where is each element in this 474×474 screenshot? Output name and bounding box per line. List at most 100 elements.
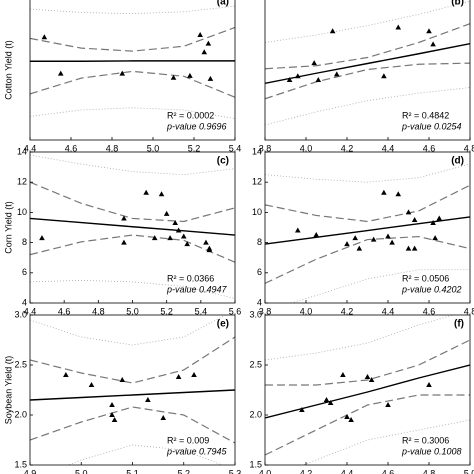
confidence-band — [30, 26, 235, 52]
data-point — [206, 247, 213, 253]
r-squared: R² = 0.009 — [167, 435, 209, 445]
x-tick-label: 4.0 — [300, 306, 313, 316]
data-point — [158, 191, 165, 197]
prediction-band — [265, 87, 470, 126]
data-point — [88, 382, 95, 387]
x-tick-label: 5.4 — [195, 306, 208, 316]
confidence-band — [265, 62, 470, 100]
data-point — [205, 40, 212, 46]
x-tick-label: 4.2 — [341, 306, 354, 316]
confidence-band — [30, 234, 235, 263]
y-tick-label: 2.0 — [249, 409, 262, 419]
data-point — [368, 377, 375, 382]
plot-frame — [264, 151, 471, 304]
data-point — [426, 28, 432, 34]
confidence-band — [265, 235, 470, 284]
data-point — [109, 402, 115, 407]
confidence-band — [265, 23, 470, 70]
y-tick-label: 2.5 — [249, 359, 262, 369]
data-point — [109, 412, 115, 417]
data-point — [167, 235, 173, 241]
y-tick-label: 10 — [17, 207, 27, 217]
data-point — [172, 219, 179, 225]
prediction-band — [30, 315, 227, 346]
y-tick-label: 1.5 — [14, 459, 27, 469]
confidence-band — [265, 394, 470, 456]
p-value: p-value 0.7945 — [166, 446, 228, 456]
x-tick-label: 5.0 — [464, 468, 474, 474]
y-tick-label: 8 — [22, 237, 27, 247]
data-point — [327, 400, 334, 405]
data-point — [323, 397, 330, 402]
data-point — [41, 34, 48, 40]
data-point — [395, 24, 402, 30]
data-point — [57, 70, 64, 76]
data-point — [175, 374, 182, 379]
data-point — [430, 41, 436, 47]
data-point — [315, 77, 322, 82]
x-tick-label: 4.8 — [464, 306, 474, 316]
data-point — [145, 397, 151, 402]
plot-area — [30, 315, 235, 465]
prediction-band — [30, 5, 235, 15]
x-tick-label: 4.4 — [382, 306, 395, 316]
x-tick-label: 4.0 — [259, 468, 272, 474]
data-point — [411, 245, 418, 251]
panel-label: (c) — [217, 156, 229, 167]
prediction-band — [265, 315, 455, 361]
y-tick-label: 8 — [257, 237, 262, 247]
p-value: p-value 0.4947 — [166, 284, 228, 294]
data-point — [436, 215, 443, 221]
plot-frame — [264, 0, 471, 141]
data-point — [111, 417, 118, 422]
confidence-band — [30, 70, 235, 98]
plot-frame — [29, 0, 236, 141]
y-tick-label: 2.5 — [14, 359, 27, 369]
data-point — [352, 235, 358, 241]
data-point — [432, 235, 438, 241]
panel-label: (f) — [454, 319, 464, 330]
x-tick-label: 4.4 — [24, 143, 37, 153]
x-tick-label: 5.1 — [126, 468, 139, 474]
data-point — [187, 72, 193, 78]
data-point — [207, 75, 214, 81]
data-point — [405, 245, 412, 251]
p-value: p-value 0.9696 — [166, 121, 227, 131]
data-point — [184, 241, 190, 247]
data-point — [180, 233, 187, 239]
x-tick-label: 4.2 — [341, 143, 354, 153]
y-tick-label: 6 — [22, 267, 27, 277]
x-tick-label: 4.8 — [464, 143, 474, 153]
r-squared: R² = 0.0506 — [402, 273, 449, 283]
x-tick-label: 4.6 — [58, 306, 71, 316]
data-point — [191, 372, 197, 377]
prediction-band — [265, 0, 470, 43]
x-tick-label: 5.0 — [126, 306, 139, 316]
data-point — [286, 77, 293, 82]
regression-line — [265, 216, 470, 245]
y-tick-label: 12 — [252, 177, 262, 187]
data-point — [381, 189, 387, 195]
prediction-band — [30, 279, 235, 299]
x-tick-label: 3.8 — [259, 306, 272, 316]
data-point — [426, 382, 432, 387]
confidence-band — [265, 184, 470, 223]
data-point — [311, 60, 317, 66]
data-point — [163, 210, 170, 216]
panel-label: (e) — [217, 319, 229, 330]
prediction-band — [67, 444, 224, 465]
data-point — [201, 49, 208, 55]
p-value: p-value 0.1008 — [401, 446, 462, 456]
data-point — [119, 70, 126, 76]
plot-area — [30, 5, 235, 120]
data-point — [381, 73, 387, 79]
data-point — [175, 227, 182, 233]
plot-area — [265, 163, 470, 303]
data-point — [385, 402, 391, 407]
data-point — [197, 32, 203, 37]
data-point — [348, 417, 354, 422]
x-tick-label: 4.4 — [341, 468, 354, 474]
x-tick-label: 4.4 — [382, 143, 395, 153]
x-tick-label: 4.2 — [300, 468, 313, 474]
y-axis-label: Cotton Yield (t) — [3, 40, 13, 100]
